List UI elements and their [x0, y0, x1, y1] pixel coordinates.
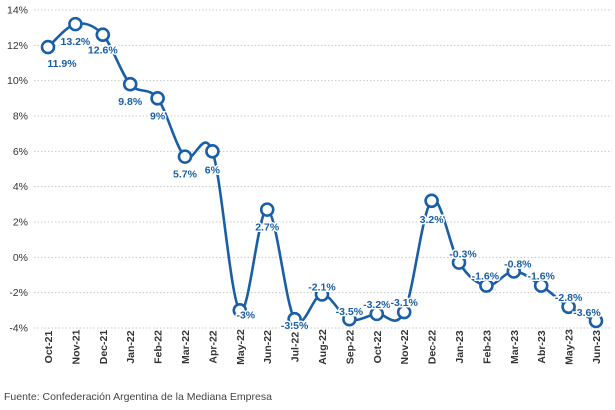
data-label: -3.5%	[336, 306, 364, 318]
data-point	[479, 278, 494, 293]
data-label: 12.6%	[88, 45, 118, 57]
data-point	[342, 311, 357, 327]
data-point	[259, 202, 275, 217]
x-tick-label: Jul-22	[290, 332, 302, 363]
series-path	[47, 22, 597, 324]
data-label: -0.3%	[449, 249, 477, 261]
x-tick-label: Dec-21	[98, 330, 110, 365]
y-tick-label: 8%	[13, 111, 28, 123]
y-tick-label: -2%	[9, 287, 28, 299]
series-markers	[40, 16, 604, 329]
data-point	[205, 144, 220, 159]
data-point	[95, 27, 111, 43]
series-line	[47, 22, 597, 324]
x-tick-label: May-23	[564, 329, 576, 365]
data-point	[287, 311, 302, 327]
data-label: -3%	[236, 309, 255, 321]
x-axis: Oct-21 Nov-21 Dec-21 Jan-22 Feb-22 Mar-22 Apr-…	[43, 329, 603, 365]
data-point	[177, 149, 193, 164]
data-point	[424, 193, 439, 209]
data-label: 9%	[150, 110, 166, 122]
data-label: 13.2%	[61, 36, 91, 48]
data-label: 6%	[205, 164, 221, 176]
x-tick-label: Jun-23	[591, 330, 603, 364]
x-tick-label: Nov-21	[70, 329, 82, 364]
y-tick-label: 0%	[13, 252, 28, 264]
x-tick-label: Mar-22	[180, 330, 192, 364]
x-tick-label: Jan-23	[454, 330, 466, 363]
data-point	[506, 264, 522, 279]
data-label: -1.6%	[472, 271, 500, 283]
x-tick-label: Feb-23	[481, 330, 493, 364]
y-tick-label: -4%	[9, 323, 28, 335]
data-label: -2.1%	[308, 281, 336, 293]
x-tick-label: Oct-22	[372, 331, 384, 364]
source-note: Fuente: Confederación Argentina de la Me…	[4, 391, 272, 403]
y-tick-label: 6%	[13, 146, 28, 158]
y-tick-label: 14%	[7, 5, 28, 17]
data-label: -3.2%	[363, 299, 391, 311]
data-label: 2.7%	[255, 222, 280, 234]
y-tick-label: 10%	[7, 75, 28, 87]
y-tick-label: 4%	[13, 181, 28, 193]
data-label: -0.8%	[504, 258, 532, 270]
data-point	[314, 287, 330, 302]
grid-lines	[34, 9, 612, 329]
data-label: -3.1%	[390, 297, 418, 309]
data-point	[40, 39, 56, 55]
x-tick-label: Oct-21	[43, 331, 55, 364]
data-point	[122, 76, 138, 92]
data-point	[451, 255, 467, 270]
y-axis: 14% 12% 10% 8% 6% 4% 2% 0% -2% -4%	[7, 5, 28, 335]
data-label: -3.5%	[281, 320, 309, 332]
data-label: -3.6%	[573, 307, 601, 319]
x-tick-label: Dec-22	[427, 330, 439, 365]
x-tick-label: Jan-22	[125, 330, 137, 363]
data-point	[533, 278, 549, 293]
x-tick-label: Abr-23	[536, 330, 548, 363]
data-label: 9.8%	[118, 96, 143, 108]
x-tick-label: May-22	[235, 329, 247, 365]
x-tick-label: Aug-22	[317, 329, 329, 365]
x-tick-label: Feb-22	[153, 330, 165, 364]
x-tick-label: Nov-22	[399, 329, 411, 364]
data-point	[588, 313, 604, 329]
data-point	[369, 306, 385, 322]
data-point	[396, 304, 412, 320]
data-label: -2.8%	[555, 292, 583, 304]
x-tick-label: Apr-22	[207, 330, 219, 363]
y-tick-label: 12%	[7, 40, 28, 52]
data-labels: 11.9%13.2%12.6%9.8%9%5.7% 6%-3%2.7%-3.5%-…	[46, 35, 603, 334]
data-label: 5.7%	[173, 169, 198, 181]
data-label: 3.2%	[420, 214, 445, 226]
y-tick-label: 2%	[13, 217, 28, 229]
data-label: -1.6%	[527, 271, 555, 283]
data-label: 11.9%	[47, 58, 77, 70]
x-tick-label: Jun-22	[262, 330, 274, 364]
data-point	[232, 303, 248, 318]
data-point	[561, 299, 576, 315]
x-tick-label: Mar-23	[509, 330, 521, 364]
x-tick-label: Sep-22	[344, 330, 356, 365]
data-point	[68, 16, 83, 32]
data-point	[150, 91, 165, 106]
